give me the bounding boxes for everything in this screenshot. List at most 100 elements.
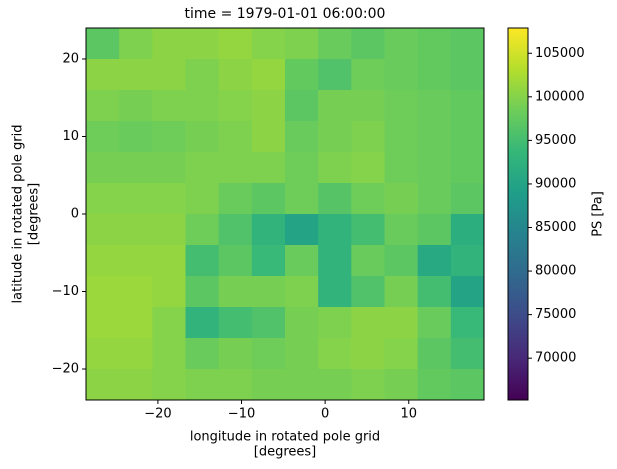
heatmap-cell [417, 121, 452, 153]
heatmap-cell [351, 59, 385, 91]
heatmap-cell [384, 90, 419, 122]
heatmap-cell [119, 59, 153, 91]
heatmap-cell [218, 276, 253, 308]
heatmap-cell [185, 121, 220, 153]
heatmap-cell [384, 121, 419, 153]
heatmap-cell [185, 59, 220, 91]
heatmap-cell [318, 214, 352, 246]
heatmap-cell [251, 369, 286, 401]
heatmap-cell [318, 183, 352, 215]
heatmap-cell [384, 214, 419, 246]
heatmap-cell [417, 307, 452, 339]
heatmap-cell [417, 214, 452, 246]
heatmap-cell [351, 152, 385, 184]
heatmap-cell [351, 307, 385, 339]
heatmap-cell [351, 183, 385, 215]
heatmap-cell [86, 369, 120, 401]
heatmap-cell [86, 307, 120, 339]
heatmap-cell [318, 276, 352, 308]
heatmap-cell [384, 245, 419, 277]
heatmap-cell [417, 152, 452, 184]
heatmap-cell [251, 307, 286, 339]
heatmap-cell [86, 214, 120, 246]
heatmap-cell [450, 276, 485, 308]
heatmap-cell [417, 369, 452, 401]
heatmap-cell [119, 90, 153, 122]
x-axis-label: longitude in rotated pole grid [190, 430, 380, 445]
heatmap-cell [152, 369, 186, 401]
heatmap-cell [318, 59, 352, 91]
heatmap-cell [86, 338, 120, 370]
y-tick-label: −20 [52, 362, 79, 377]
heatmap-cell [285, 245, 319, 277]
heatmap-cell [218, 245, 253, 277]
heatmap-cell [152, 121, 186, 153]
y-axis-label: latitude in rotated pole grid [11, 125, 26, 304]
heatmap-cell [152, 59, 186, 91]
heatmap-cell [351, 276, 385, 308]
x-tick-label: 10 [400, 407, 417, 422]
heatmap-cell [450, 59, 485, 91]
x-axis-label: [degrees] [254, 445, 316, 460]
heatmap-cell [86, 245, 120, 277]
y-tick-label: 0 [71, 207, 79, 222]
heatmap-cell [351, 214, 385, 246]
heatmap-cell [185, 307, 220, 339]
heatmap-cell [351, 245, 385, 277]
heatmap-cell [119, 28, 153, 60]
heatmap-cell [218, 59, 253, 91]
heatmap-cell [218, 369, 253, 401]
heatmap-cell [351, 369, 385, 401]
heatmap-cell [251, 152, 286, 184]
heatmap-cell [251, 90, 286, 122]
heatmap-cell [384, 183, 419, 215]
y-tick-label: 10 [62, 129, 79, 144]
heatmap-cell [185, 28, 220, 60]
heatmap-cell [152, 307, 186, 339]
x-tick-label: −10 [228, 407, 255, 422]
colorbar-label: PS [Pa] [591, 191, 606, 237]
heatmap-cell [285, 59, 319, 91]
heatmap-cell [285, 307, 319, 339]
heatmap-cell [285, 121, 319, 153]
heatmap-cell [185, 338, 220, 370]
heatmap-cell [152, 28, 186, 60]
heatmap-cell [86, 90, 120, 122]
y-tick-label: −10 [52, 284, 79, 299]
heatmap-cell [285, 152, 319, 184]
heatmap-cell [318, 90, 352, 122]
heatmap-cell [86, 152, 120, 184]
heatmap-cell [450, 338, 485, 370]
heatmap-cell [218, 214, 253, 246]
heatmap-cell [119, 121, 153, 153]
heatmap-cell [119, 307, 153, 339]
x-tick-label: 0 [321, 407, 329, 422]
heatmap-cell [384, 369, 419, 401]
heatmap-cell [285, 276, 319, 308]
heatmap-cell [119, 183, 153, 215]
heatmap-cell [119, 338, 153, 370]
heatmap-cell [417, 276, 452, 308]
heatmap-cell [285, 28, 319, 60]
colorbar-tick-label: 100000 [535, 89, 585, 104]
heatmap-cell [152, 338, 186, 370]
heatmap-cell [351, 90, 385, 122]
colorbar [507, 27, 529, 401]
heatmap-cell [251, 338, 286, 370]
heatmap-cell [285, 369, 319, 401]
heatmap-cell [251, 245, 286, 277]
heatmap-cell [318, 307, 352, 339]
heatmap-cell [417, 28, 452, 60]
heatmap-cell [450, 90, 485, 122]
heatmap-cell [185, 276, 220, 308]
heatmap-cell [285, 183, 319, 215]
heatmap-cell [218, 338, 253, 370]
y-tick-label: 20 [62, 52, 79, 67]
heatmap-cell [119, 152, 153, 184]
heatmap-cell [86, 59, 120, 91]
heatmap-cell [119, 369, 153, 401]
heatmap-cell [417, 59, 452, 91]
heatmap-cell [185, 214, 220, 246]
heatmap-cell [86, 183, 120, 215]
heatmap-cell [285, 90, 319, 122]
